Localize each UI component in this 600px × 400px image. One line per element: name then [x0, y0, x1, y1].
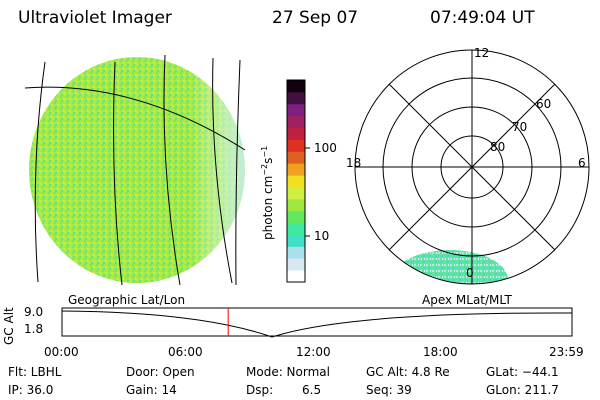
- glat-info: GLat: −44.1: [486, 365, 559, 379]
- door-info: Door: Open: [126, 365, 195, 379]
- lat-label-60: 60: [536, 97, 552, 111]
- time-tick-1800: 18:00: [423, 345, 458, 359]
- colorbar-unit-label: photon cm−2s−1: [260, 145, 275, 240]
- colorbar-swatch: [287, 91, 305, 105]
- geographic-panel-label: Geographic Lat/Lon: [68, 293, 186, 307]
- altitude-tick-high: 9.0: [24, 305, 44, 319]
- colorbar-swatch: [287, 186, 305, 200]
- apex-panel-label: Apex MLat/MLT: [422, 293, 512, 307]
- time-tick-0600: 06:00: [168, 345, 203, 359]
- colorbar-swatch: [287, 103, 305, 117]
- instrument-title: Ultraviolet Imager: [18, 8, 172, 28]
- colorbar-swatch: [287, 127, 305, 140]
- auroral-oval-region: [392, 250, 508, 284]
- colorbar-swatch: [287, 210, 305, 224]
- altitude-tick-low: 1.8: [24, 322, 44, 336]
- colorbar-swatch: [287, 80, 305, 93]
- filter-info: Flt: LBHL: [8, 365, 62, 379]
- time-label: 07:49:04 UT: [430, 8, 535, 28]
- geographic-image: [24, 54, 246, 286]
- glon-info: GLon: 211.7: [486, 383, 559, 397]
- mlt-label-6: 6: [578, 156, 586, 170]
- geo-grid-lines: [24, 54, 246, 286]
- seq-info: Seq: 39: [366, 383, 412, 397]
- colorbar-swatch: [287, 270, 305, 283]
- colorbar-swatch: [287, 246, 305, 259]
- gc-alt-info: GC Alt: 4.8 Re: [366, 365, 450, 379]
- mlt-label-18: 18: [346, 156, 362, 170]
- altitude-axis-label: GC Alt: [2, 307, 16, 345]
- colorbar-swatch: [287, 139, 305, 152]
- time-tick-1200: 12:00: [296, 345, 331, 359]
- lat-label-70: 70: [512, 120, 528, 134]
- colorbar-swatch: [287, 175, 305, 188]
- color-bar: [286, 79, 306, 283]
- time-tick-0000: 00:00: [44, 345, 79, 359]
- colorbar-swatch: [287, 151, 305, 164]
- colorbar-frame: [286, 79, 306, 283]
- colorbar-swatch: [287, 222, 305, 235]
- lat-label-80: 80: [490, 140, 506, 154]
- ip-info: IP: 36.0: [8, 383, 54, 397]
- dsp-label: Dsp:: [246, 383, 274, 397]
- colorbar-swatch: [287, 258, 305, 271]
- colorbar-swatch: [287, 163, 305, 176]
- colorbar-swatch: [287, 115, 305, 129]
- time-tick-2359: 23:59: [549, 345, 584, 359]
- dsp-value: 6.5: [302, 383, 322, 397]
- gain-info: Gain: 14: [126, 383, 177, 397]
- colorbar-tick-10: 10: [314, 229, 330, 243]
- altitude-plot: [61, 307, 573, 338]
- colorbar-tick-100: 100: [314, 141, 337, 155]
- mlt-label-12: 12: [474, 46, 490, 60]
- altitude-curve: [61, 310, 573, 338]
- colorbar-swatch: [287, 234, 305, 247]
- mode-info: Mode: Normal: [246, 365, 330, 379]
- mlt-label-0: 0: [466, 266, 474, 280]
- colorbar-swatch: [287, 198, 305, 212]
- polar-plot: [354, 49, 590, 285]
- date-label: 27 Sep 07: [272, 8, 359, 28]
